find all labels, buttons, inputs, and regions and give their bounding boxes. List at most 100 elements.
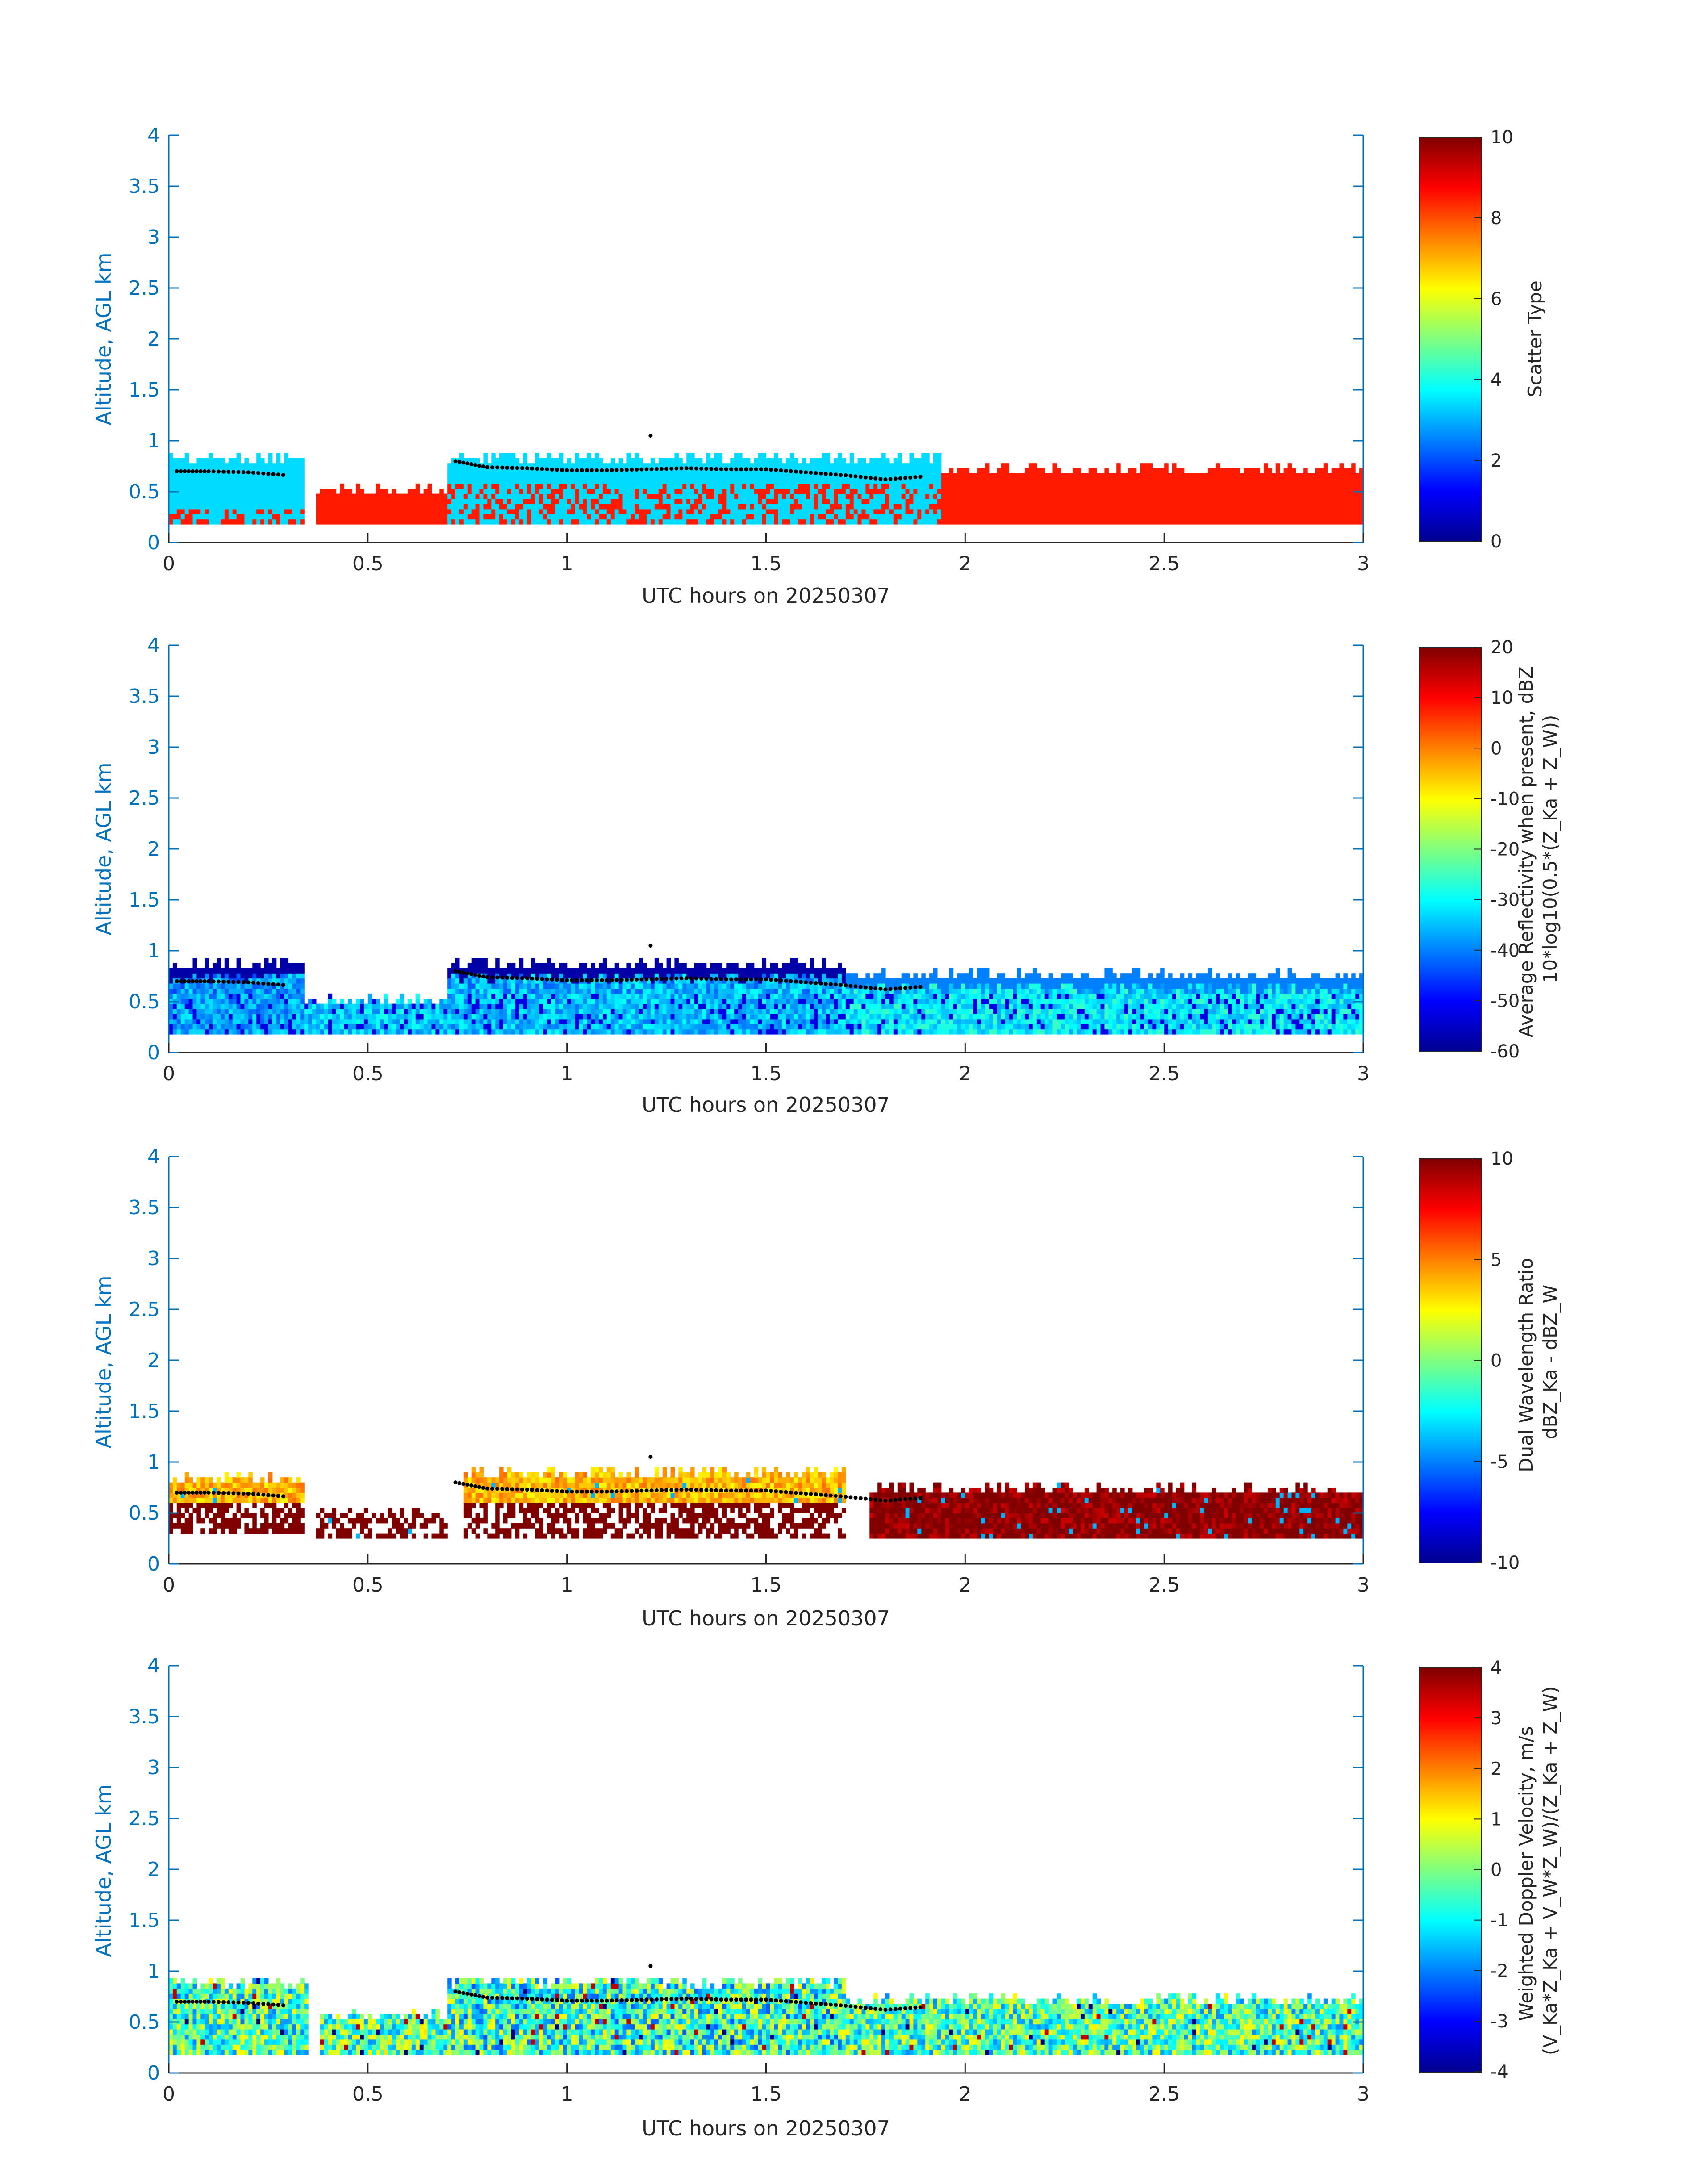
heatmap-cell xyxy=(631,1029,635,1035)
heatmap-cell xyxy=(189,473,193,479)
heatmap-cell xyxy=(651,478,655,484)
heatmap-cell xyxy=(196,1004,201,1009)
cloud-base-dot xyxy=(774,468,778,472)
heatmap-cell xyxy=(205,499,209,504)
heatmap-cell xyxy=(388,514,392,519)
heatmap-cell xyxy=(555,1009,560,1014)
heatmap-cell xyxy=(1180,489,1185,494)
heatmap-cell xyxy=(1252,484,1256,489)
heatmap-cell xyxy=(424,1009,428,1014)
heatmap-cell xyxy=(945,519,950,525)
heatmap-cell xyxy=(1144,494,1149,499)
heatmap-cell xyxy=(1045,484,1049,489)
heatmap-cell xyxy=(603,519,607,525)
cloud-base-dot xyxy=(844,473,848,477)
cloud-base-dot xyxy=(854,474,858,478)
heatmap-cell xyxy=(921,519,926,525)
heatmap-cell xyxy=(320,509,325,514)
heatmap-cell xyxy=(1332,499,1336,504)
heatmap-cell xyxy=(1132,509,1137,514)
heatmap-cell xyxy=(714,453,719,458)
heatmap-cell xyxy=(237,1024,241,1029)
heatmap-cell xyxy=(1324,514,1328,519)
heatmap-cell xyxy=(304,1004,309,1009)
cloud-base-dot xyxy=(804,470,808,474)
heatmap-cell xyxy=(455,463,460,468)
heatmap-cell xyxy=(639,514,643,519)
heatmap-cell xyxy=(1156,519,1161,525)
heatmap-cell xyxy=(200,994,205,999)
heatmap-cell xyxy=(603,499,607,504)
heatmap-cell xyxy=(237,473,241,479)
heatmap-cell xyxy=(284,1029,289,1035)
heatmap-cell xyxy=(185,519,189,525)
heatmap-cell xyxy=(252,968,257,974)
heatmap-cell xyxy=(869,484,874,489)
heatmap-cell xyxy=(754,509,759,514)
heatmap-cell xyxy=(615,963,619,968)
heatmap-cell xyxy=(364,504,368,509)
heatmap-cell xyxy=(221,968,225,974)
heatmap-cell xyxy=(364,509,368,514)
heatmap-cell xyxy=(619,1004,623,1009)
heatmap-cell xyxy=(1037,478,1041,484)
heatmap-cell xyxy=(571,988,576,994)
heatmap-cell xyxy=(284,978,289,984)
heatmap-cell xyxy=(1021,504,1025,509)
heatmap-cell xyxy=(846,468,850,474)
heatmap-cell xyxy=(659,484,663,489)
heatmap-cell xyxy=(1077,499,1081,504)
heatmap-cell xyxy=(1045,519,1049,525)
heatmap-cell xyxy=(248,509,253,514)
heatmap-cell xyxy=(1288,504,1292,509)
heatmap-cell xyxy=(1248,519,1252,525)
heatmap-cell xyxy=(472,1029,476,1035)
heatmap-cell xyxy=(1311,514,1316,519)
heatmap-cell xyxy=(200,1029,205,1035)
cloud-base-dot xyxy=(469,462,473,466)
heatmap-cell xyxy=(241,968,245,974)
heatmap-cell xyxy=(439,504,444,509)
heatmap-cell xyxy=(539,1009,543,1014)
heatmap-cell xyxy=(229,1019,233,1024)
heatmap-cell xyxy=(237,509,241,514)
heatmap-cell xyxy=(631,968,635,974)
cloud-base-dot xyxy=(477,464,481,468)
cloud-base-dot xyxy=(869,476,873,480)
heatmap-cell xyxy=(1057,484,1061,489)
heatmap-cell xyxy=(818,484,822,489)
heatmap-cell xyxy=(1324,499,1328,504)
heatmap-cell xyxy=(189,1019,193,1024)
heatmap-cell xyxy=(368,1004,372,1009)
heatmap-cell xyxy=(1089,504,1093,509)
heatmap-cell xyxy=(1120,509,1125,514)
heatmap-cell xyxy=(527,1014,532,1019)
heatmap-cell xyxy=(459,1014,464,1019)
heatmap-cell xyxy=(906,484,910,489)
heatmap-cell xyxy=(1355,519,1360,525)
heatmap-cell xyxy=(842,489,846,494)
heatmap-cell xyxy=(196,1024,201,1029)
heatmap-cell xyxy=(264,478,269,484)
heatmap-cell xyxy=(300,478,305,484)
heatmap-cell xyxy=(296,489,301,494)
heatmap-cell xyxy=(981,484,986,489)
heatmap-cell xyxy=(1332,519,1336,525)
y-tick-label: 4 xyxy=(147,124,160,147)
heatmap-cell xyxy=(766,519,771,525)
heatmap-cell xyxy=(639,994,643,999)
heatmap-cell xyxy=(1069,489,1073,494)
heatmap-cell xyxy=(1136,478,1141,484)
heatmap-cell xyxy=(989,514,994,519)
heatmap-cell xyxy=(1124,499,1129,504)
heatmap-cell xyxy=(241,509,245,514)
heatmap-cell xyxy=(639,968,643,974)
heatmap-cell xyxy=(786,504,790,509)
heatmap-cell xyxy=(1160,489,1165,494)
heatmap-cell xyxy=(280,1029,285,1035)
heatmap-cell xyxy=(455,958,460,963)
heatmap-cell xyxy=(587,489,591,494)
heatmap-cell xyxy=(221,504,225,509)
heatmap-cell xyxy=(1128,484,1133,489)
heatmap-cell xyxy=(854,463,858,468)
